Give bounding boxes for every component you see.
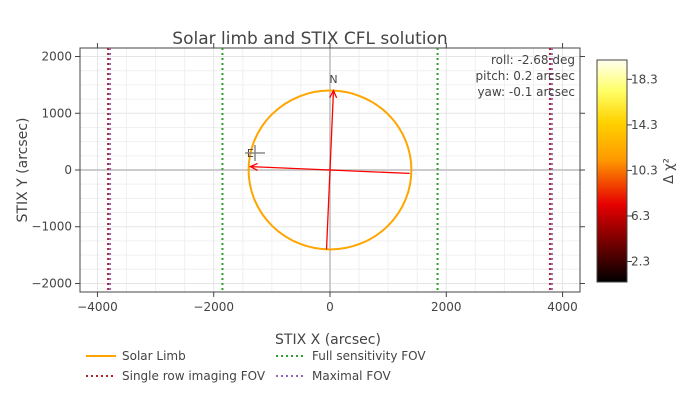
colorbar-gradient	[596, 59, 628, 283]
x-tick-label: 4000	[547, 300, 578, 314]
arrow-label: N	[329, 73, 337, 86]
colorbar: Δ χ² 2.3 6.3 10.3 14.3 18.3	[596, 59, 677, 283]
orientation-arrow-head	[248, 162, 258, 171]
colorbar-tick-label: 14.3	[631, 118, 658, 132]
annotation-line: yaw: -0.1 arcsec	[477, 85, 575, 99]
orientation-arrow-head	[329, 89, 338, 99]
y-axis-label: STIX Y (arcsec)	[15, 118, 31, 223]
y-tick-label: −2000	[31, 276, 72, 290]
x-tick-label: −4000	[77, 300, 118, 314]
colorbar-title: Δ χ²	[662, 158, 677, 184]
colorbar-tick-label: 10.3	[631, 163, 658, 177]
legend-label: Full sensitivity FOV	[312, 349, 426, 363]
legend-label: Single row imaging FOV	[122, 369, 266, 383]
chart-title: Solar limb and STIX CFL solution	[172, 29, 447, 49]
colorbar-tick-label: 2.3	[631, 255, 650, 269]
y-tick-label: 1000	[41, 106, 72, 120]
legend: Solar Limb Full sensitivity FOV Single row…	[86, 349, 426, 383]
y-tick-label: 2000	[41, 50, 72, 64]
x-axis-label: STIX X (arcsec)	[275, 332, 381, 348]
orientation-arrow-line	[250, 165, 410, 175]
y-tick-label: −1000	[31, 220, 72, 234]
legend-label: Solar Limb	[122, 349, 186, 363]
x-tick-label: 0	[326, 300, 334, 314]
annotation-line: pitch: 0.2 arcsec	[476, 69, 575, 83]
colorbar-tick-label: 18.3	[631, 72, 658, 86]
annotation-line: roll: -2.68 deg	[491, 53, 575, 67]
x-tick-label: −2000	[193, 300, 234, 314]
x-tick-label: 2000	[431, 300, 462, 314]
rotation-annotation: roll: -2.68 deg pitch: 0.2 arcsec yaw: -0.…	[476, 53, 575, 99]
solar-limb-circle	[247, 89, 413, 251]
legend-label: Maximal FOV	[312, 369, 391, 383]
colorbar-tick-label: 6.3	[631, 209, 650, 223]
y-tick-label: 0	[64, 163, 72, 177]
